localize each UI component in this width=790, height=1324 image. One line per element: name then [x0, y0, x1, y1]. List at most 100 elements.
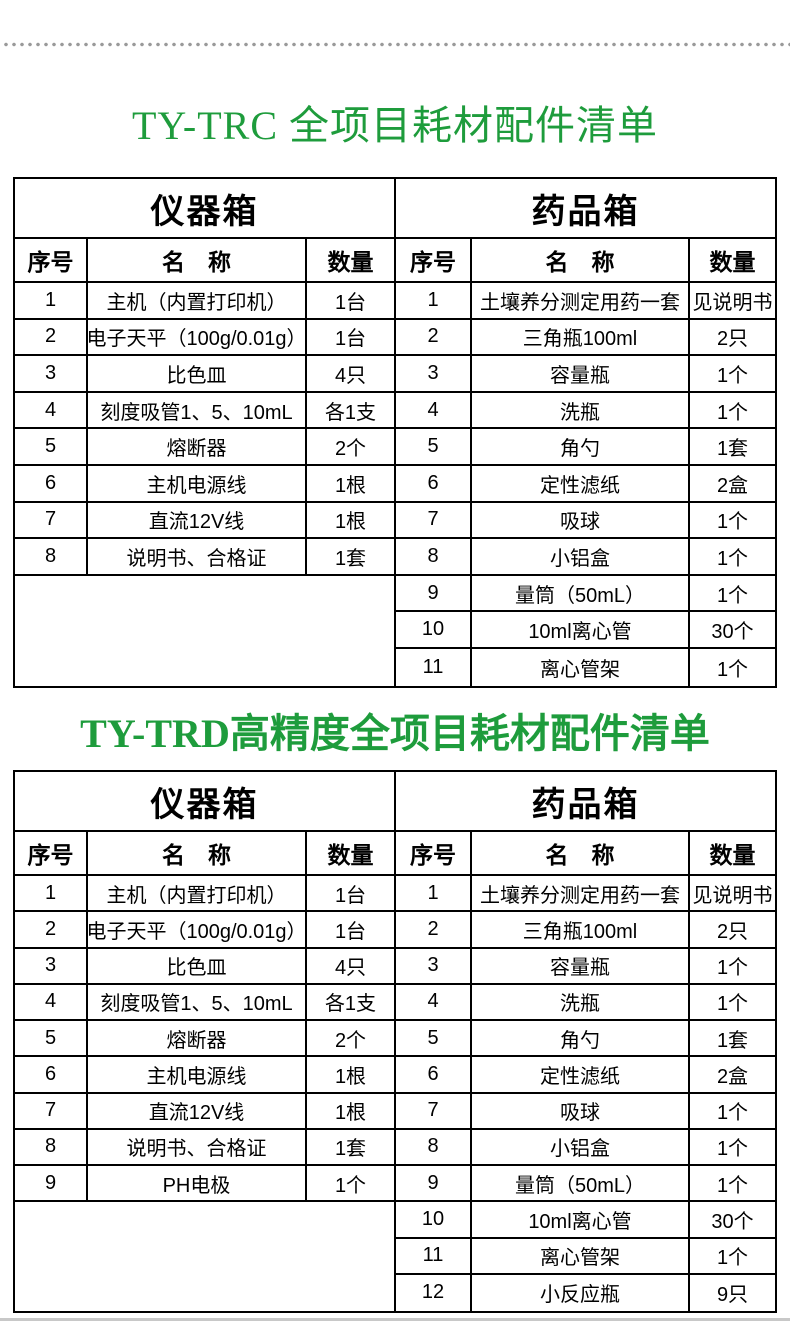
page-bottom-divider: [0, 1318, 790, 1321]
cell-name: 直流12V线: [88, 502, 307, 538]
cell-qty: 30个: [711, 621, 754, 644]
cell-index: 10: [396, 612, 472, 647]
cell-qty: 1台: [334, 884, 367, 907]
cell-name: 电子天平（100g/0.01g）: [88, 319, 307, 355]
cell-qty: 1个: [716, 957, 749, 980]
table-row: 3 比色皿 4只: [15, 356, 394, 393]
cell-qty: 见说明书: [692, 884, 773, 907]
cell-name: 电子天平（100g/0.01g）: [88, 912, 307, 947]
cell-name: 定性滤纸: [472, 465, 690, 501]
cell-name: 主机（内置打印机）: [88, 876, 307, 911]
cell-index: 7: [396, 502, 472, 538]
cell-qty: 1根: [334, 1102, 367, 1125]
table-row: 8 小铝盒 1个: [396, 539, 775, 576]
cell-qty: 1套: [716, 1029, 749, 1052]
cell-qty: 2个: [334, 1029, 367, 1052]
cell-name: 角勺: [472, 1021, 690, 1056]
cell-index: 3: [15, 948, 88, 983]
cell-qty: 1个: [716, 364, 749, 387]
table-row: 3 比色皿 4只: [15, 948, 394, 985]
table-row: 4 刻度吸管1、5、10mL 各1支: [15, 984, 394, 1021]
table-row: 8 说明书、合格证 1套: [15, 1129, 394, 1166]
section2-medicine-box-subtable: 药品箱 序号 名 称 数量 1 土壤养分测定用药一套 见说明书 2 三角瓶100ml 2只…: [396, 772, 775, 1311]
cell-qty: 1套: [716, 438, 749, 461]
cell-name: 熔断器: [88, 1021, 307, 1056]
table-row: 7 直流12V线 1根: [15, 1093, 394, 1130]
cell-name: 刻度吸管1、5、10mL: [88, 984, 307, 1019]
cell-qty: 1台: [334, 328, 367, 351]
cell-qty: 1个: [716, 1102, 749, 1125]
cell-qty: 4只: [334, 364, 367, 387]
cell-index: 11: [396, 1238, 472, 1273]
cell-index: 7: [15, 502, 88, 538]
empty-merged-cell: [15, 1202, 394, 1311]
cell-index: 3: [396, 356, 472, 391]
cell-name: 量筒（50mL）: [472, 575, 690, 611]
cell-name: 洗瓶: [472, 984, 690, 1019]
cell-name: 刻度吸管1、5、10mL: [88, 392, 307, 428]
header-name: 名 称: [88, 239, 307, 281]
header-name: 名 称: [472, 832, 690, 874]
cell-index: 4: [15, 984, 88, 1019]
table-row: 9 量筒（50mL） 1个: [396, 1166, 775, 1203]
cell-name: 吸球: [472, 502, 690, 538]
table-row: 5 熔断器 2个: [15, 429, 394, 466]
cell-name: 小铝盒: [472, 539, 690, 574]
cell-index: 11: [396, 648, 472, 686]
section2-title: TY-TRD高精度全项目耗材配件清单: [80, 711, 710, 756]
cell-index: 8: [15, 1129, 88, 1164]
cell-qty: 各1支: [324, 401, 377, 424]
cell-index: 6: [396, 1057, 472, 1092]
cell-qty: 1个: [716, 401, 749, 424]
cell-index: 2: [15, 912, 88, 947]
cell-qty: 1个: [334, 1174, 367, 1197]
header-qty: 数量: [327, 249, 374, 275]
cell-name: 小铝盒: [472, 1129, 690, 1164]
cell-index: 5: [15, 1021, 88, 1056]
cell-index: 8: [15, 539, 88, 574]
table-row: 4 洗瓶 1个: [396, 392, 775, 430]
cell-index: 1: [396, 283, 472, 318]
table-row: 10 10ml离心管 30个: [396, 1202, 775, 1239]
cell-index: 8: [396, 1129, 472, 1164]
cell-index: 2: [396, 319, 472, 355]
cell-index: 3: [15, 356, 88, 391]
cell-index: 9: [15, 1166, 88, 1201]
header-index: 序号: [15, 239, 88, 281]
table-row: 9 量筒（50mL） 1个: [396, 575, 775, 613]
medicine-box-title: 药品箱: [396, 772, 775, 832]
table-row: 1 土壤养分测定用药一套 见说明书: [396, 283, 775, 320]
cell-qty: 1个: [716, 658, 749, 681]
section1-title: TY-TRC 全项目耗材配件清单: [132, 103, 658, 148]
section1-medicine-box-subtable: 药品箱 序号 名 称 数量 1 土壤养分测定用药一套 见说明书 2 三角瓶100ml 2只…: [396, 179, 775, 686]
cell-name: 三角瓶100ml: [472, 912, 690, 947]
table-row: 6 主机电源线 1根: [15, 465, 394, 503]
cell-index: 9: [396, 575, 472, 611]
cell-name: 熔断器: [88, 429, 307, 464]
table-row: 12 小反应瓶 9只: [396, 1274, 775, 1311]
cell-index: 6: [15, 465, 88, 501]
table-row: 7 吸球 1个: [396, 502, 775, 540]
table-row: 5 角勺 1套: [396, 429, 775, 466]
cell-index: 5: [15, 429, 88, 464]
section1-parts-table: 仪器箱 序号 名 称 数量 1 主机（内置打印机） 1台 2 电子天平（100g/0.0…: [13, 177, 777, 688]
header-qty: 数量: [709, 842, 756, 868]
cell-name: 小反应瓶: [472, 1274, 690, 1311]
table-header-row: 序号 名 称 数量: [396, 832, 775, 876]
table-row: 8 说明书、合格证 1套: [15, 539, 394, 576]
medicine-box-title: 药品箱: [396, 179, 775, 239]
cell-qty: 1根: [334, 1065, 367, 1088]
cell-qty: 2盒: [716, 474, 749, 497]
section1-instrument-box-subtable: 仪器箱 序号 名 称 数量 1 主机（内置打印机） 1台 2 电子天平（100g/0.0…: [15, 179, 396, 686]
dotted-separator: [0, 40, 790, 47]
cell-qty: 9只: [716, 1284, 749, 1307]
cell-name: 容量瓶: [472, 948, 690, 983]
table-body: 1 土壤养分测定用药一套 见说明书 2 三角瓶100ml 2只 3 容量瓶 1个 4 洗瓶 1个 5 角勺…: [396, 876, 775, 1311]
cell-qty: 1套: [334, 547, 367, 570]
table-header-row: 序号 名 称 数量: [15, 832, 394, 876]
cell-index: 6: [396, 465, 472, 501]
cell-name: 直流12V线: [88, 1093, 307, 1128]
cell-name: 比色皿: [88, 948, 307, 983]
cell-qty: 1套: [334, 1138, 367, 1161]
table-body: 1 主机（内置打印机） 1台 2 电子天平（100g/0.01g） 1台 3 比色皿 4只 4 刻度…: [15, 283, 394, 576]
